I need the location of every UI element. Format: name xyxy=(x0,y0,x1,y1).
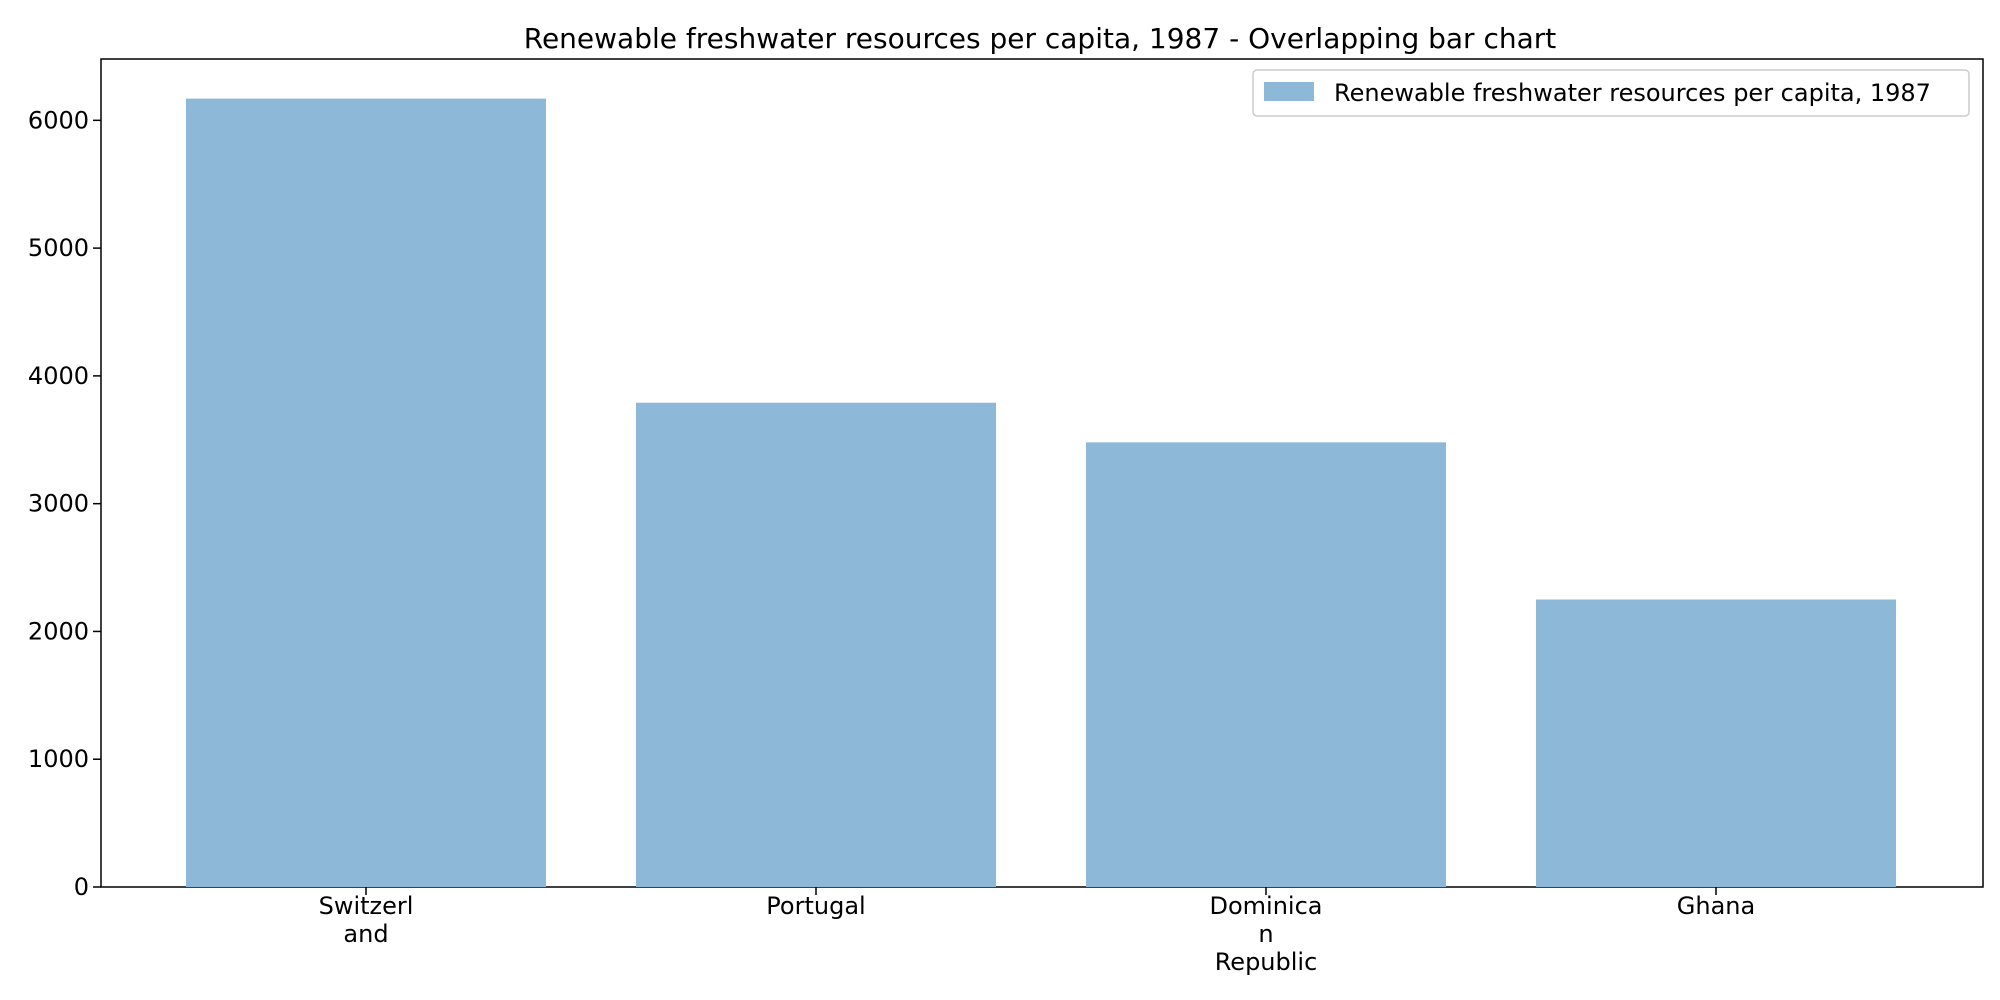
x-tick-label: and xyxy=(343,920,388,948)
x-tick-label: n xyxy=(1258,920,1273,948)
y-axis-ticks: 0 1000 2000 3000 4000 5000 6000 xyxy=(28,106,101,901)
y-tick-label: 4000 xyxy=(28,362,89,390)
plot-frame xyxy=(100,58,1984,888)
legend: Renewable freshwater resources per capit… xyxy=(1252,69,1970,117)
y-tick-label: 6000 xyxy=(28,106,89,134)
x-tick-label: Dominica xyxy=(1210,892,1323,920)
bar xyxy=(1536,599,1896,887)
bar xyxy=(186,98,546,888)
y-tick-label: 3000 xyxy=(28,490,89,518)
y-tick-label: 0 xyxy=(74,873,89,901)
legend-swatch xyxy=(1264,82,1314,101)
chart-title: Renewable freshwater resources per capit… xyxy=(524,22,1557,55)
bar xyxy=(636,402,996,887)
legend-box xyxy=(1252,69,1970,117)
y-tick-label: 5000 xyxy=(28,234,89,262)
legend-label: Renewable freshwater resources per capit… xyxy=(1334,79,1931,107)
bar xyxy=(1086,442,1446,887)
x-tick-label: Republic xyxy=(1215,948,1318,976)
y-tick-label: 2000 xyxy=(28,617,89,645)
bars xyxy=(186,98,1896,888)
y-tick-label: 1000 xyxy=(28,745,89,773)
x-tick-label: Ghana xyxy=(1677,892,1755,920)
x-tick-label: Portugal xyxy=(766,892,865,920)
x-tick-label: Switzerl xyxy=(319,892,414,920)
